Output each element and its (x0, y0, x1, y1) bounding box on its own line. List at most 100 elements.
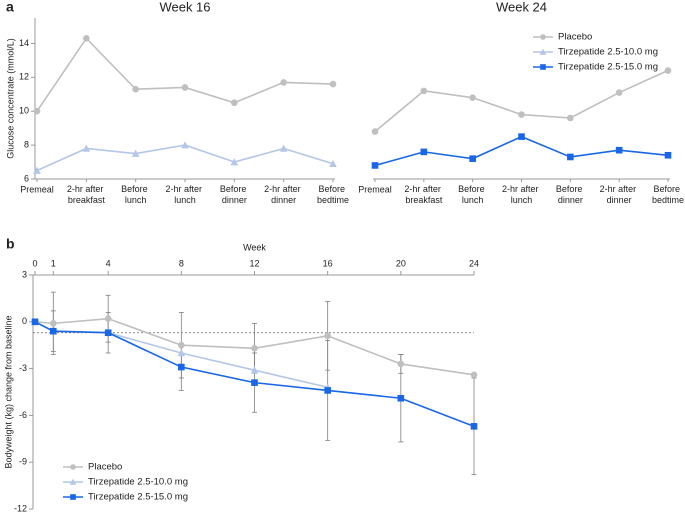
marker (49, 327, 57, 335)
marker (104, 315, 112, 322)
y-axis-label: Bodyweight (kg) change from baseline (3, 315, 13, 468)
x-tick-label: 2-hr after breakfast (67, 184, 106, 205)
marker (231, 99, 238, 107)
marker (279, 144, 288, 152)
y-tick-label: 3 (22, 269, 27, 279)
marker (83, 35, 90, 42)
marker (70, 464, 76, 470)
y-tick-label: -9 (19, 457, 27, 467)
y-axis-label: Glucose concentrate (mmol/L) (5, 38, 15, 159)
y-tick-label: 14 (19, 38, 29, 48)
x-tick-label: 4 (106, 258, 111, 268)
marker (329, 159, 337, 168)
marker (470, 423, 478, 430)
marker (82, 144, 91, 152)
marker (49, 320, 57, 327)
marker (567, 153, 574, 161)
marker (664, 151, 672, 159)
x-tick-label: Before bedtime (652, 184, 684, 205)
x-tick-label: 2-hr after lunch (502, 184, 541, 205)
marker (251, 379, 258, 386)
marker (178, 341, 185, 349)
y-tick-label: 0 (22, 316, 27, 326)
marker (371, 128, 379, 135)
chart-title: Week 16 (159, 0, 210, 14)
series-line (374, 135, 669, 167)
marker (329, 80, 337, 88)
chart-title: Week 24 (496, 0, 547, 14)
legend-label: Tirzepatide 2.5-15.0 mg (558, 62, 658, 73)
marker (280, 79, 287, 86)
series-line (36, 37, 334, 112)
x-tick-label: 12 (249, 258, 259, 268)
y-tick-label: 12 (19, 72, 29, 82)
marker (664, 67, 672, 74)
x-tick-label: Before lunch (458, 184, 487, 205)
marker (178, 363, 185, 371)
y-tick-label: -12 (14, 503, 27, 512)
marker (615, 89, 623, 96)
marker (251, 345, 258, 352)
marker (397, 360, 405, 368)
legend-label: Tirzepatide 2.5-15.0 mg (88, 492, 188, 503)
legend-label: Tirzepatide 2.5-10.0 mg (558, 47, 658, 58)
y-tick-label: 6 (24, 173, 29, 183)
x-tick-label: Before dinner (220, 184, 249, 205)
x-tick-label: 16 (323, 258, 333, 268)
legend-label: Placebo (88, 462, 122, 473)
marker (324, 387, 331, 394)
marker (69, 478, 77, 485)
y-tick-label: -6 (19, 410, 27, 420)
x-tick-label: Before lunch (121, 184, 150, 205)
y-tick-label: 8 (24, 139, 29, 149)
series-line (34, 321, 475, 428)
panel-label: a (6, 0, 14, 15)
x-tick-label: 8 (179, 258, 184, 268)
marker (540, 64, 546, 70)
x-tick-label: 20 (396, 258, 406, 268)
marker (518, 133, 525, 140)
marker (567, 114, 574, 122)
marker (371, 162, 379, 169)
x-tick-label: 1 (51, 258, 56, 268)
marker (615, 146, 623, 154)
x-tick-label: 2-hr after dinner (264, 184, 303, 205)
x-tick-label: 2-hr after breakfast (404, 184, 443, 205)
marker (539, 48, 547, 55)
x-tick-label: Before dinner (556, 184, 585, 205)
marker (132, 85, 139, 93)
marker (420, 87, 428, 95)
marker (104, 329, 112, 337)
legend-label: Tirzepatide 2.5-10.0 mg (88, 477, 188, 488)
marker (33, 166, 41, 174)
x-tick-label: Premeal (358, 184, 392, 194)
marker (177, 349, 186, 357)
marker (131, 149, 140, 157)
series-line (374, 69, 669, 133)
panel-label: b (6, 236, 15, 252)
legend-label: Placebo (558, 32, 592, 43)
marker (324, 332, 331, 340)
y-tick-label: 10 (19, 106, 29, 116)
y-tick-label: -3 (19, 363, 27, 373)
marker (250, 366, 259, 374)
x-tick-label: 2-hr after lunch (165, 184, 204, 205)
marker (70, 494, 76, 500)
marker (469, 155, 476, 162)
marker (181, 84, 189, 91)
marker (469, 94, 476, 101)
x-tick-label: 0 (32, 258, 37, 268)
marker (230, 158, 239, 166)
marker (420, 148, 428, 156)
marker (470, 371, 478, 379)
marker (397, 394, 405, 402)
x-tick-label: Before bedtime (317, 184, 349, 205)
x-axis-label: Week (243, 242, 266, 252)
marker (181, 141, 189, 149)
marker (540, 34, 546, 40)
x-tick-label: Premeal (20, 184, 54, 194)
marker (33, 107, 41, 115)
x-tick-label: 2-hr after dinner (600, 184, 639, 205)
series-line (36, 144, 334, 172)
